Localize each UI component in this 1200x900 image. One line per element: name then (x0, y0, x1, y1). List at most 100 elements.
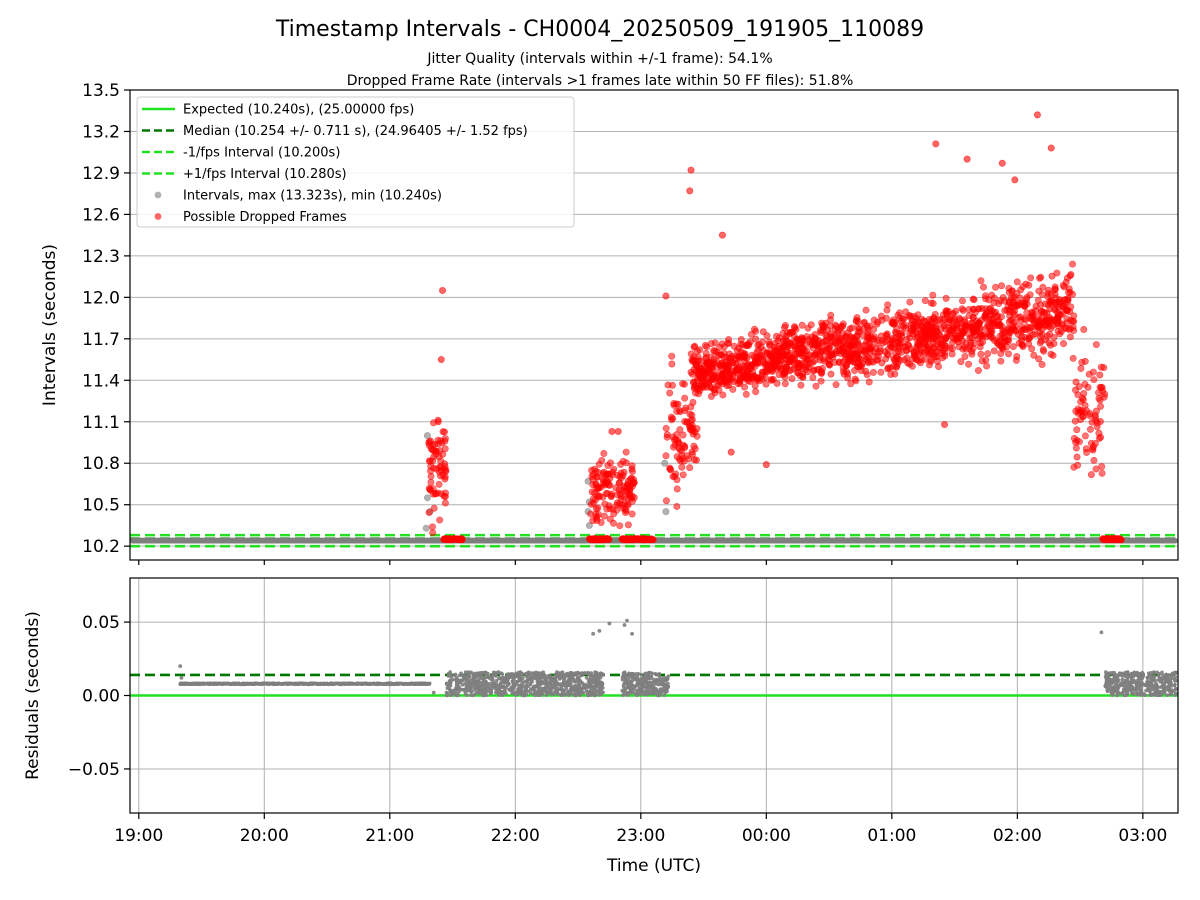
dropped-frame-point (799, 372, 807, 380)
dropped-frame-point (884, 351, 892, 359)
dropped-frame-point (975, 319, 983, 327)
dropped-frame-point (673, 502, 681, 510)
dropped-frame-point (955, 319, 963, 327)
dropped-frame-point (737, 340, 745, 348)
dropped-frame-point (622, 509, 630, 517)
dropped-frame-point (942, 294, 950, 302)
dropped-frame-point (869, 368, 877, 376)
dropped-frame-point (616, 522, 624, 530)
dropped-frame-point (718, 340, 726, 348)
dropped-frame-point (428, 523, 436, 531)
dropped-frame-point (877, 332, 885, 340)
dropped-frame-point (819, 323, 827, 331)
dropped-frame-point (1005, 284, 1013, 292)
interval-point (422, 524, 430, 532)
dropped-frame-point (984, 350, 992, 358)
interval-point (423, 494, 431, 502)
dropped-frame-point (1063, 274, 1071, 282)
dropped-frame-point (687, 368, 695, 376)
dropped-frame-point (617, 460, 625, 468)
dropped-frame-point (712, 371, 720, 379)
chart-title: Timestamp Intervals - CH0004_20250509_19… (275, 17, 924, 42)
dropped-frame-point (912, 334, 920, 342)
dropped-frame-point (945, 318, 953, 326)
dropped-frame-point (1045, 319, 1053, 327)
dropped-frame-point (803, 355, 811, 363)
dropped-frame-point (839, 348, 847, 356)
dropped-frame-point (1037, 273, 1045, 281)
dropped-frame-point (670, 401, 678, 409)
interval-point (1172, 537, 1179, 544)
dropped-frame-point (742, 390, 750, 398)
dropped-frame-point (936, 343, 944, 351)
dropped-frame-point (989, 321, 997, 329)
dropped-frame-point (802, 366, 810, 374)
chart-subtitle-dropped: Dropped Frame Rate (intervals >1 frames … (347, 73, 854, 89)
dropped-frame-point (1015, 339, 1023, 347)
dropped-frame-point (609, 471, 617, 479)
dropped-frame-point (759, 328, 767, 336)
dropped-frame-point (826, 342, 834, 350)
dropped-frame-point (863, 337, 871, 345)
dropped-frame-point (1021, 333, 1029, 341)
dropped-frame-point (695, 384, 703, 392)
dropped-frame-point (1025, 340, 1033, 348)
dropped-frame-point (921, 334, 929, 342)
dropped-frame-point (427, 478, 435, 486)
dropped-frame-point (1004, 350, 1012, 358)
intervals-plot: 10.210.510.811.111.411.712.012.312.612.9… (40, 81, 1179, 565)
dropped-frame-point (1090, 456, 1098, 464)
dropped-frame-point (961, 352, 969, 360)
dropped-frame-point (786, 340, 794, 348)
dropped-frame-point (970, 328, 978, 336)
dropped-frame-point (434, 416, 442, 424)
dropped-frame-point (707, 340, 715, 348)
dropped-frame-point (878, 359, 886, 367)
dropped-frame-point (736, 375, 744, 383)
dropped-frame-point (977, 277, 985, 285)
dropped-frame-point (689, 398, 697, 406)
dropped-frame-point (442, 468, 450, 476)
dropped-frame-point (969, 295, 977, 303)
dropped-frame-point (687, 350, 695, 358)
dropped-frame-point (856, 328, 864, 336)
dropped-frame-point (1061, 299, 1069, 307)
dropped-frame-point (601, 500, 609, 508)
dropped-frame-point (898, 322, 906, 330)
dropped-frame-point (592, 514, 600, 522)
dropped-frame-point (710, 386, 718, 394)
dropped-frame-point (663, 433, 671, 441)
dropped-frame-point (997, 357, 1005, 365)
dropped-frame-point (436, 472, 444, 480)
dropped-frame-point (1039, 283, 1047, 291)
dropped-frame-point (588, 473, 596, 481)
dropped-frame-point (662, 424, 670, 432)
dropped-frame-point (785, 351, 793, 359)
dropped-frame-point (1038, 291, 1046, 299)
dropped-frame-point (827, 370, 835, 378)
dropped-frame-point (1053, 269, 1061, 277)
dropped-frame-point (857, 367, 865, 375)
dropped-frame-point (622, 448, 630, 456)
dropped-frame-point (884, 345, 892, 353)
dropped-frame-point (729, 385, 737, 393)
dropped-frame-point (854, 318, 862, 326)
dropped-frame-point (792, 343, 800, 351)
dropped-frame-point (965, 360, 973, 368)
dropped-frame-point (670, 443, 678, 451)
dropped-frame-point (1073, 453, 1081, 461)
dropped-frame-point (820, 355, 828, 363)
dropped-frame-point (1009, 343, 1017, 351)
dropped-frame-point (971, 309, 979, 317)
dropped-frame-point (990, 347, 998, 355)
dropped-frame-point (673, 407, 681, 415)
dropped-frame-point (911, 323, 919, 331)
dropped-frame-point (628, 462, 636, 470)
dropped-frame-point (733, 359, 741, 367)
dropped-frame-point (838, 329, 846, 337)
intervals-points (129, 111, 1179, 544)
dropped-frame-point (673, 485, 681, 493)
dropped-frame-point (440, 428, 448, 436)
dropped-frame-point (605, 535, 613, 543)
dropped-frame-point (779, 343, 787, 351)
